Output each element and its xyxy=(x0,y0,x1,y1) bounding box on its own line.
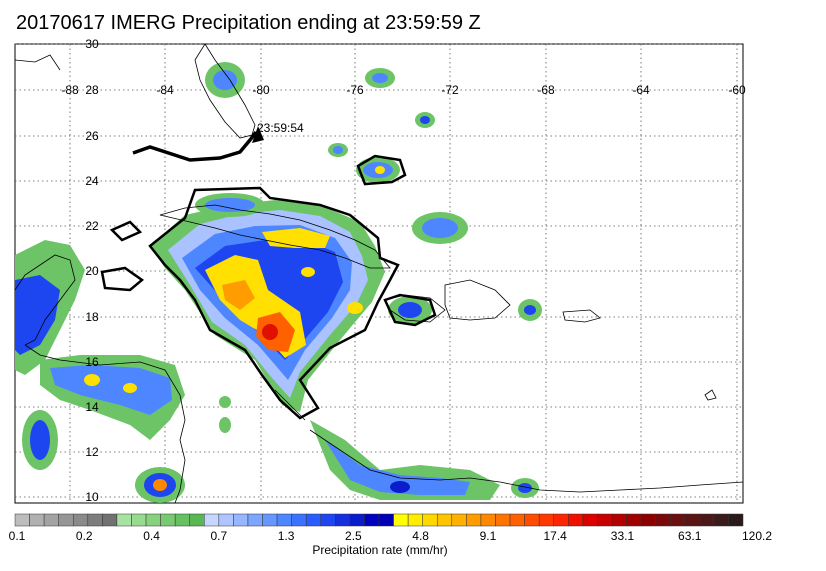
longitude-label: -88 xyxy=(61,83,79,97)
colorbar-tick-label: 2.5 xyxy=(345,529,362,543)
latitude-label: 20 xyxy=(85,264,99,278)
latitude-label: 18 xyxy=(85,310,99,324)
colorbar-tick-label: 0.7 xyxy=(210,529,228,543)
colorbar-swatch xyxy=(247,513,263,527)
colorbar-swatch xyxy=(189,513,205,527)
colorbar-tick-label: 1.3 xyxy=(277,529,295,543)
latitude-label: 22 xyxy=(85,219,99,233)
colorbar-swatch xyxy=(393,513,409,527)
colorbar-swatch xyxy=(349,513,365,527)
colorbar-swatch xyxy=(626,513,642,527)
track-time-label: 23:59:54 xyxy=(257,121,304,135)
latitude-label: 30 xyxy=(85,37,99,51)
longitude-label: -72 xyxy=(441,83,459,97)
latitude-label: 12 xyxy=(85,445,99,459)
longitude-labels: -88 -84 -80 -76 -72 -68 -64 -60 xyxy=(61,83,746,97)
colorbar-swatch xyxy=(305,513,322,527)
colorbar xyxy=(14,513,744,527)
storm-track xyxy=(132,126,264,162)
colorbar-swatch xyxy=(451,513,467,527)
latitude-label: 16 xyxy=(85,355,99,369)
colorbar-swatch xyxy=(480,513,496,527)
colorbar-swatch xyxy=(495,513,511,527)
colorbar-swatch xyxy=(87,513,103,527)
colorbar-swatch xyxy=(218,513,234,527)
colorbar-tick-label: 120.2 xyxy=(741,529,773,543)
colorbar-swatch xyxy=(422,513,438,527)
longitude-label: -80 xyxy=(252,83,270,97)
longitude-label: -68 xyxy=(537,83,555,97)
latitude-label: 10 xyxy=(85,490,99,504)
colorbar-swatch xyxy=(538,513,554,527)
colorbar-tick-label: 0.4 xyxy=(143,529,160,543)
colorbar-swatch xyxy=(29,513,45,527)
longitude-label: -60 xyxy=(728,83,746,97)
colorbar-swatch xyxy=(276,513,292,527)
coastlines xyxy=(14,43,744,504)
colorbar-swatch xyxy=(160,513,176,527)
colorbar-swatch xyxy=(669,513,686,527)
colorbar-swatch xyxy=(436,513,453,527)
colorbar-swatch xyxy=(131,513,147,527)
colorbar-swatch xyxy=(509,513,525,527)
colorbar-tick-label: 9.1 xyxy=(479,529,497,543)
precipitation-field xyxy=(15,62,542,503)
latitude-label: 28 xyxy=(85,83,99,97)
colorbar-swatch xyxy=(43,513,59,527)
colorbar-swatch xyxy=(699,513,715,527)
colorbar-swatch xyxy=(524,513,540,527)
storm-outline xyxy=(100,154,437,420)
colorbar-swatch xyxy=(378,513,394,527)
colorbar-swatch xyxy=(335,513,351,527)
colorbar-swatch xyxy=(58,513,74,527)
colorbar-tick-label: 0.1 xyxy=(8,529,26,543)
colorbar-swatch xyxy=(145,513,161,527)
colorbar-swatch xyxy=(204,513,220,527)
colorbar-swatch xyxy=(728,513,744,527)
longitude-label: -64 xyxy=(632,83,650,97)
latitude-label: 14 xyxy=(85,400,99,414)
colorbar-tick-label: 4.8 xyxy=(412,529,429,543)
colorbar-swatch xyxy=(116,513,132,527)
latitude-label: 24 xyxy=(85,174,99,188)
colorbar-swatch xyxy=(582,513,598,527)
colorbar-swatch xyxy=(713,513,729,527)
colorbar-swatch xyxy=(407,513,423,527)
colorbar-tick-label: 63.1 xyxy=(678,529,702,543)
colorbar-tick-label: 33.1 xyxy=(610,529,635,543)
colorbar-swatch xyxy=(466,513,482,527)
colorbar-swatch xyxy=(14,513,30,527)
latitude-labels: 30 28 26 24 22 20 18 16 14 12 10 xyxy=(85,37,99,504)
colorbar-swatch xyxy=(568,513,584,527)
colorbar-swatch xyxy=(640,513,656,527)
colorbar-swatch xyxy=(684,513,700,527)
colorbar-swatch xyxy=(291,513,307,527)
colorbar-swatch xyxy=(174,513,190,527)
colorbar-swatch xyxy=(611,513,627,527)
colorbar-swatch xyxy=(102,513,118,527)
colorbar-swatch xyxy=(233,513,249,527)
colorbar-swatch xyxy=(72,513,89,527)
longitude-label: -76 xyxy=(346,83,364,97)
colorbar-swatch xyxy=(262,513,278,527)
colorbar-tick-label: 0.2 xyxy=(75,529,93,543)
map-title: 20170617 IMERG Precipitation ending at 2… xyxy=(16,12,481,34)
longitude-label: -84 xyxy=(156,83,174,97)
colorbar-swatch xyxy=(320,513,336,527)
latitude-label: 26 xyxy=(85,129,99,143)
colorbar-swatch xyxy=(655,513,671,527)
colorbar-title: Precipitation rate (mm/hr) xyxy=(312,543,448,557)
colorbar-tick-label: 17.4 xyxy=(543,529,567,543)
colorbar-swatch xyxy=(597,513,613,527)
colorbar-swatch xyxy=(553,513,569,527)
colorbar-swatch xyxy=(364,513,380,527)
